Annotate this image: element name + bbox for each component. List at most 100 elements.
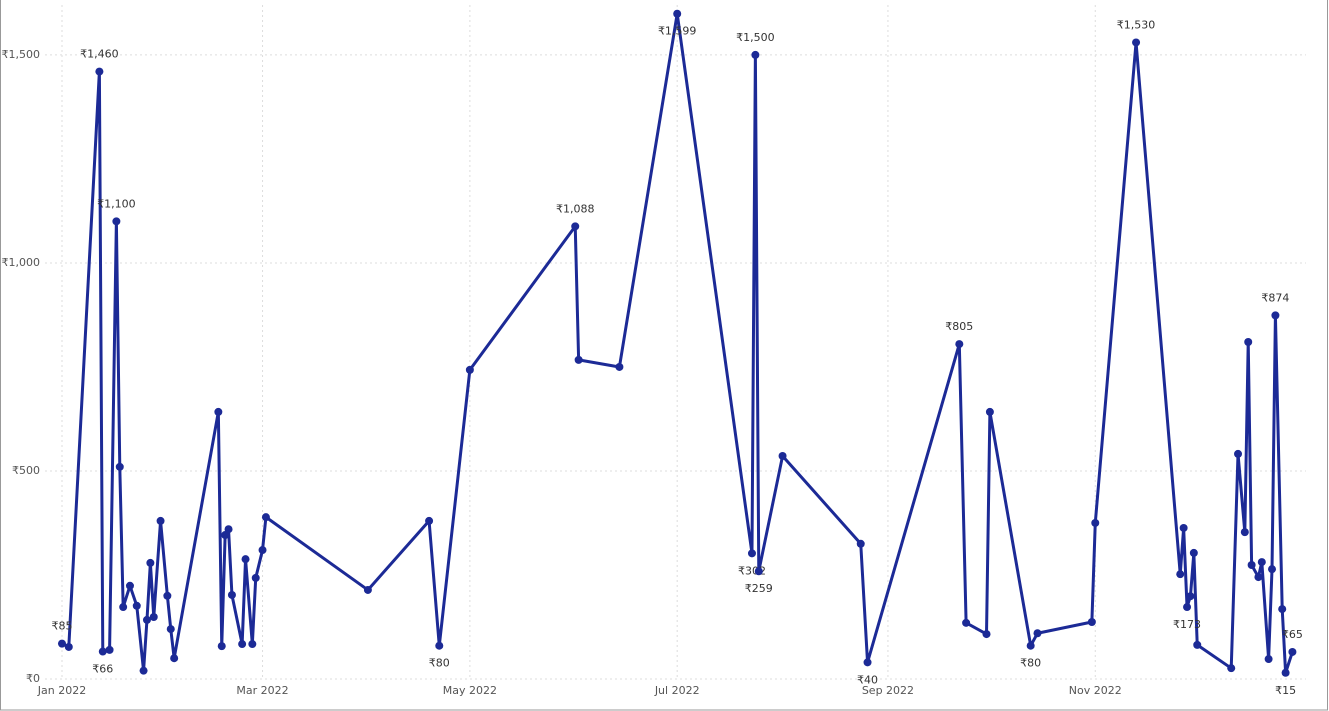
point	[1247, 561, 1256, 570]
data-label: ₹805	[945, 320, 973, 333]
data-label: ₹1,460	[80, 48, 119, 61]
point	[170, 654, 179, 663]
point	[119, 603, 128, 612]
point	[149, 613, 158, 622]
point	[156, 516, 165, 525]
x-tick-label: Nov 2022	[1069, 684, 1122, 697]
point	[224, 525, 233, 534]
point	[166, 625, 175, 634]
data-label: ₹173	[1173, 618, 1201, 631]
point	[985, 407, 994, 416]
y-tick-label: ₹1,500	[2, 48, 41, 61]
data-label: ₹259	[745, 582, 773, 595]
point	[1244, 338, 1253, 346]
point	[465, 365, 474, 374]
point	[1234, 449, 1243, 458]
point	[778, 451, 787, 460]
point	[1186, 592, 1195, 601]
point	[1033, 629, 1042, 638]
point	[1268, 565, 1277, 574]
data-label: ₹66	[92, 663, 113, 676]
data-label: ₹874	[1261, 291, 1289, 304]
point	[1176, 570, 1185, 579]
data-label: ₹80	[1020, 657, 1041, 670]
point	[574, 355, 583, 364]
data-label: ₹1,530	[1117, 18, 1156, 31]
point	[1227, 664, 1236, 673]
data-label: ₹65	[1282, 628, 1303, 641]
point	[856, 539, 865, 548]
point	[747, 549, 756, 558]
point	[163, 591, 172, 600]
point	[112, 217, 121, 226]
point	[1264, 655, 1273, 664]
point	[1091, 518, 1100, 527]
point	[1183, 603, 1192, 612]
data-label: ₹1,088	[556, 202, 595, 215]
line	[61, 12, 1294, 675]
point	[1288, 647, 1297, 656]
point	[1087, 618, 1096, 627]
x-tick-label: Mar 2022	[236, 684, 288, 697]
point	[217, 642, 226, 651]
point	[1193, 640, 1202, 649]
point	[214, 407, 223, 416]
point	[132, 601, 141, 610]
point	[221, 531, 230, 540]
point	[57, 639, 66, 648]
point	[982, 630, 991, 639]
data-label: ₹1,500	[736, 31, 775, 44]
y-tick-label: ₹500	[12, 464, 40, 477]
point	[125, 581, 134, 590]
point	[95, 67, 104, 76]
point	[1132, 38, 1141, 47]
point	[105, 645, 114, 654]
data-label: ₹1,599	[658, 25, 697, 38]
x-tick-label: Jul 2022	[654, 684, 700, 697]
point	[1189, 548, 1198, 557]
data-label: ₹1,100	[97, 197, 136, 210]
x-tick-label: May 2022	[443, 684, 497, 697]
point	[1278, 605, 1287, 614]
point	[227, 590, 236, 599]
data-label: ₹15	[1275, 684, 1296, 697]
data-label: ₹40	[857, 673, 878, 686]
point	[261, 513, 270, 522]
point	[1271, 311, 1280, 320]
point	[955, 340, 964, 349]
point	[1254, 573, 1263, 582]
y-tick-label: ₹0	[26, 672, 40, 685]
point	[673, 9, 682, 18]
point	[1257, 558, 1266, 567]
point	[363, 585, 372, 594]
point	[1026, 641, 1035, 650]
point	[962, 618, 971, 627]
point	[751, 50, 760, 59]
y-tick-label: ₹1,000	[2, 256, 41, 269]
point	[251, 573, 260, 582]
point	[115, 462, 124, 471]
point	[64, 642, 73, 651]
point	[146, 558, 155, 567]
x-tick-label: Sep 2022	[862, 684, 914, 697]
point	[238, 640, 247, 649]
point	[435, 641, 444, 650]
point	[139, 666, 148, 675]
point	[241, 555, 250, 564]
x-tick-label: Jan 2022	[37, 684, 86, 697]
point	[754, 567, 763, 576]
data-label: ₹80	[429, 657, 450, 670]
point	[615, 362, 624, 371]
point	[571, 222, 580, 231]
point	[1240, 528, 1249, 537]
point	[425, 516, 434, 525]
point	[248, 640, 257, 649]
data-label: ₹85	[51, 620, 72, 633]
point	[98, 647, 107, 656]
point	[1179, 523, 1188, 532]
point	[863, 658, 872, 667]
point	[1281, 668, 1290, 677]
point	[142, 615, 151, 624]
